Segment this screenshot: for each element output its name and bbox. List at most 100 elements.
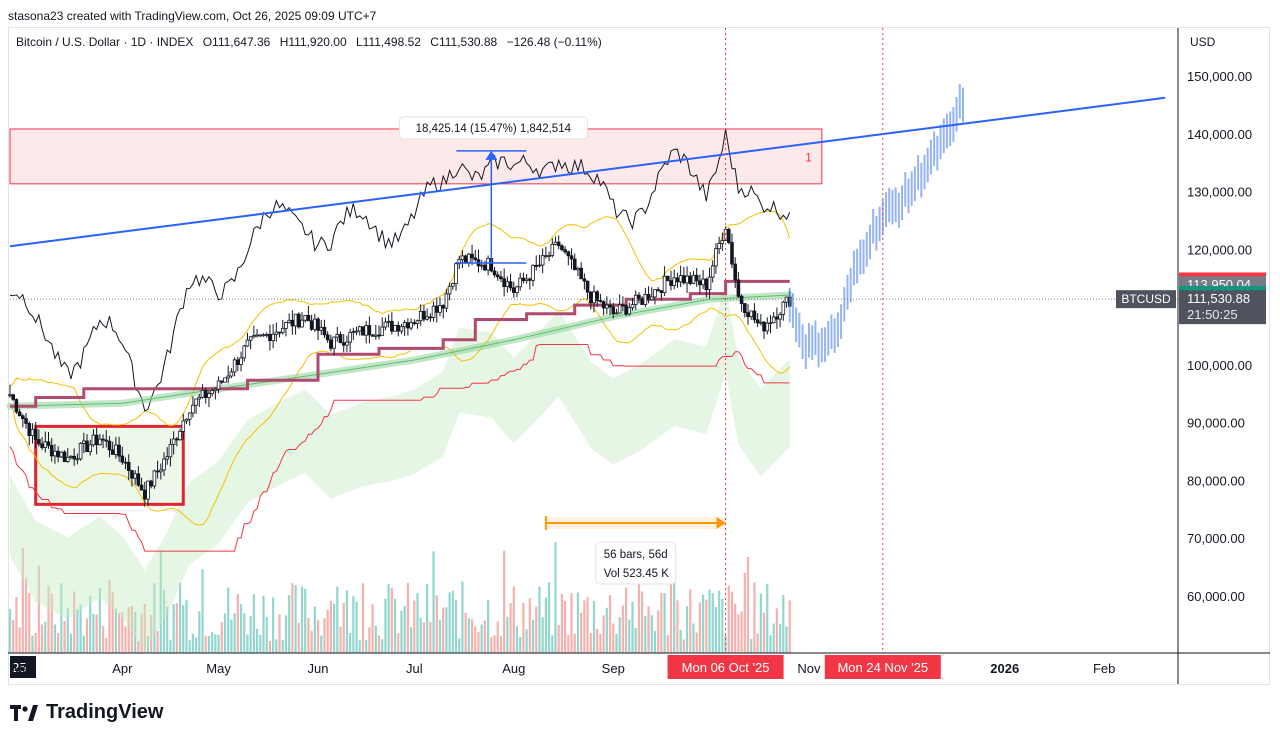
bollinger-upper [9,210,791,427]
volume-bar [567,635,570,653]
indicator-lines [6,129,794,552]
volume-bar [60,583,63,653]
volume-bar [101,626,105,653]
volume-bar [531,619,535,653]
volume-bar [117,613,121,653]
candle-body [428,316,433,319]
volume-bar [580,612,583,653]
candle-body [483,264,487,271]
volume-bar [34,632,37,653]
volume-bar [304,588,307,653]
volume-bar [387,584,390,653]
volume-bar [554,542,557,653]
volume-bar [79,604,82,653]
volume-bar [310,630,313,653]
volume-bar [92,614,95,653]
volume-bar [214,634,217,653]
volume-bar [121,612,124,653]
candle-body [492,270,497,276]
candle-body [598,300,603,302]
candle-body [669,280,673,286]
candle-body [280,327,285,333]
candle-body [675,277,680,283]
volume-bar [195,637,198,653]
candle-body [287,319,291,323]
volume-bar [660,592,663,653]
volume-bar [653,630,657,653]
volume-bar [592,600,596,653]
candle-body [717,243,721,250]
candle-body [21,415,25,419]
volume-bar [294,585,297,653]
volume-bar [268,640,272,653]
candle-body [540,255,545,266]
attribution: stasona23 created with TradingView.com, … [8,9,377,23]
volume-bar [146,635,150,653]
volume-bar [547,582,551,653]
candle-body [43,441,48,448]
candle-body [521,277,526,282]
volume-bar [82,635,85,653]
tradingview-logo-icon [10,704,38,721]
volume-bar [682,639,685,653]
candle-body [505,281,510,288]
y-tick-label: 150,000.00 [1187,69,1252,84]
candle-body [46,441,51,446]
ichimoku-cloud [10,285,790,653]
volume-bar [432,551,435,653]
ohlc-open: O111,647.36 [202,35,271,49]
volume-bar [422,622,426,653]
candle-body [547,255,551,257]
volume-bar [759,593,762,653]
tradingview-logo[interactable]: TradingView [10,701,163,724]
candle-body [771,316,776,324]
volume-bar [239,604,243,653]
candle-body [191,404,195,414]
candle-body [691,274,696,284]
volume-bar [159,550,162,653]
volume-bar [108,580,111,653]
candle-body [126,461,131,471]
volume-bar [506,616,509,653]
volume-bar [201,569,204,653]
candle-body [656,289,660,292]
volume-bar [329,600,332,653]
volume-bar [220,622,223,653]
volume-bar [730,591,734,653]
candle-body [229,371,234,377]
candle-body [165,456,170,460]
volume-bar [692,623,695,653]
candle-body [653,289,657,298]
volume-bar [586,597,589,653]
volume-bar [689,589,692,653]
candle-body [146,480,150,500]
volume-bar [243,613,246,653]
volume-bar [467,618,470,653]
candle-body [155,470,160,473]
candle-body [595,291,600,301]
x-tick-label: Aug [502,661,525,676]
candle-body [755,319,760,324]
volume-bar [185,600,188,653]
y-tick-label: 100,000.00 [1187,358,1252,373]
candle-body [457,259,462,265]
volume-bar [384,598,387,653]
currency-label[interactable]: USD [1190,35,1216,49]
candle-body [345,341,349,346]
candle-body [550,243,555,256]
volume-bar [345,590,349,653]
candle-body [714,248,718,267]
volume-bar [275,639,278,653]
candle-body [537,264,542,267]
candle-body [630,304,635,309]
candle-body [120,455,125,463]
candle-body [325,334,330,341]
volume-bar [538,586,541,653]
volume-bar [236,594,239,653]
volume-bar [596,628,599,653]
volume-bar [641,591,644,653]
volume-bar [374,625,377,653]
ema-line [9,294,790,407]
volume-bar [44,621,47,653]
